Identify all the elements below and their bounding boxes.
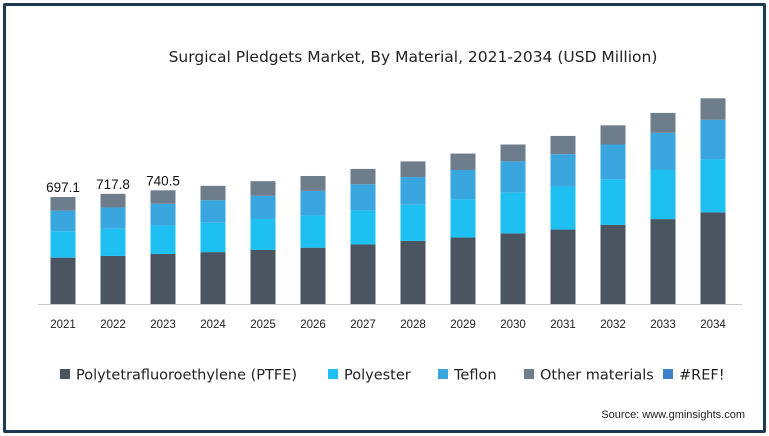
bar-segment-2029-series-3 — [450, 153, 476, 170]
bar-segment-2027-series-3 — [350, 168, 376, 185]
bar-segment-2032-series-0 — [600, 224, 626, 304]
bar-segment-2034-series-1 — [700, 159, 726, 213]
bar-segment-2023-series-0 — [150, 253, 176, 304]
bar-segment-2025-series-2 — [250, 195, 276, 219]
x-tick-label-2032: 2032 — [600, 319, 626, 331]
bar-segment-2032-series-1 — [600, 179, 626, 225]
bar-segment-2023-series-1 — [150, 225, 176, 254]
data-label-2022: 717.8 — [96, 177, 130, 192]
bar-segment-2032-series-3 — [600, 125, 626, 145]
bar-segment-2021-series-3 — [50, 197, 76, 211]
x-tick-label-2033: 2033 — [650, 319, 676, 331]
bar-segment-2030-series-0 — [500, 233, 526, 304]
bar-segment-2022-series-3 — [100, 193, 126, 208]
legend-label-4: #REF! — [679, 368, 725, 384]
bar-segment-2024-series-2 — [200, 200, 226, 223]
bar-segment-2021-series-1 — [50, 231, 76, 258]
legend-swatch-4 — [663, 369, 673, 379]
bar-segment-2030-series-2 — [500, 161, 526, 193]
x-tick-label-2030: 2030 — [500, 319, 526, 331]
x-tick-label-2022: 2022 — [100, 319, 126, 331]
bar-segment-2026-series-1 — [300, 215, 326, 248]
x-tick-labels: 2021 2022 2023 2024 2025 2026 2027 2028 2029 2030… — [50, 319, 726, 331]
bar-segment-2022-series-1 — [100, 228, 126, 256]
bar-segment-2028-series-0 — [400, 240, 426, 304]
data-label-2023: 740.5 — [146, 173, 180, 188]
legend-label-3: Other materials — [540, 368, 654, 384]
bar-segment-2030-series-1 — [500, 192, 526, 234]
bar-segment-2027-series-2 — [350, 184, 376, 211]
bar-segment-2025-series-3 — [250, 181, 276, 196]
bar-segment-2024-series-1 — [200, 222, 226, 253]
bar-segment-2033-series-3 — [650, 112, 676, 133]
legend-swatch-3 — [524, 369, 534, 379]
bar-segment-2027-series-1 — [350, 210, 376, 245]
x-tick-label-2026: 2026 — [300, 319, 326, 331]
bar-segment-2031-series-1 — [550, 186, 576, 230]
legend-label-2: Teflon — [453, 368, 497, 384]
bars-group — [50, 98, 726, 304]
bar-segment-2034-series-0 — [700, 212, 726, 304]
x-tick-label-2023: 2023 — [150, 319, 176, 331]
chart-title: Surgical Pledgets Market, By Material, 2… — [169, 48, 658, 66]
bar-segment-2022-series-0 — [100, 255, 126, 304]
bar-segment-2024-series-3 — [200, 185, 226, 201]
bar-segment-2021-series-0 — [50, 257, 76, 304]
bar-segment-2026-series-3 — [300, 175, 326, 191]
bar-segment-2024-series-0 — [200, 252, 226, 304]
bar-segment-2025-series-1 — [250, 218, 276, 250]
source-note: Source: www.gminsights.com — [601, 409, 745, 421]
x-tick-label-2024: 2024 — [200, 319, 226, 331]
bar-segment-2034-series-2 — [700, 119, 726, 160]
bar-segment-2022-series-2 — [100, 207, 126, 229]
bar-segment-2025-series-0 — [250, 249, 276, 304]
bar-segment-2033-series-0 — [650, 219, 676, 304]
data-labels: 697.1 717.8 740.5 — [46, 173, 180, 195]
x-tick-label-2025: 2025 — [250, 319, 276, 331]
bar-segment-2026-series-2 — [300, 190, 326, 216]
bar-segment-2029-series-2 — [450, 169, 476, 200]
bar-segment-2034-series-3 — [700, 98, 726, 120]
bar-segment-2023-series-2 — [150, 203, 176, 226]
legend-label-0: Polytetrafluoroethylene (PTFE) — [76, 368, 297, 384]
legend-label-1: Polyester — [344, 368, 411, 384]
bar-segment-2033-series-2 — [650, 132, 676, 170]
bar-segment-2032-series-2 — [600, 144, 626, 180]
x-tick-label-2031: 2031 — [550, 319, 576, 331]
x-tick-label-2027: 2027 — [350, 319, 376, 331]
bar-segment-2026-series-0 — [300, 247, 326, 304]
x-tick-label-2021: 2021 — [50, 319, 76, 331]
legend-swatch-2 — [438, 369, 448, 379]
bar-segment-2023-series-3 — [150, 190, 176, 204]
x-tick-label-2034: 2034 — [700, 319, 726, 331]
legend: Polytetrafluoroethylene (PTFE) Polyester T… — [60, 368, 725, 384]
bar-segment-2028-series-3 — [400, 161, 426, 178]
legend-swatch-1 — [328, 369, 338, 379]
bar-segment-2033-series-1 — [650, 169, 676, 220]
x-tick-label-2029: 2029 — [450, 319, 476, 331]
data-label-2021: 697.1 — [46, 180, 80, 195]
bar-segment-2027-series-0 — [350, 244, 376, 304]
bar-segment-2021-series-2 — [50, 210, 76, 232]
x-tick-label-2028: 2028 — [400, 319, 426, 331]
bar-segment-2030-series-3 — [500, 144, 526, 162]
bar-segment-2031-series-3 — [550, 135, 576, 155]
legend-swatch-0 — [60, 369, 70, 379]
bar-segment-2031-series-0 — [550, 229, 576, 304]
bar-segment-2029-series-0 — [450, 237, 476, 304]
bar-segment-2028-series-2 — [400, 177, 426, 205]
bar-segment-2028-series-1 — [400, 204, 426, 241]
bar-segment-2029-series-1 — [450, 199, 476, 238]
bar-segment-2031-series-2 — [550, 154, 576, 187]
chart-frame — [3, 3, 766, 433]
